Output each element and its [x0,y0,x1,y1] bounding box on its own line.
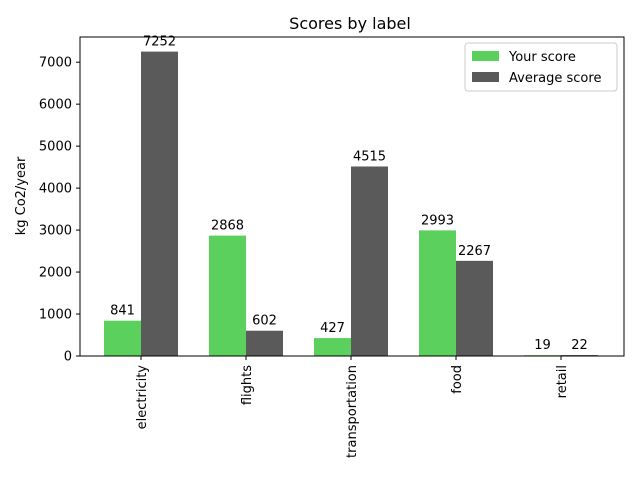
y-tick-label-5000: 5000 [39,140,72,155]
bar-transportation-average [351,166,388,356]
y-tick-label-6000: 6000 [39,98,72,113]
data-label-retail-average: 22 [571,338,588,353]
y-tick-label-2000: 2000 [39,266,72,281]
bar-electricity-your [104,320,141,356]
bar-food-average [456,260,493,356]
legend-label-your-score: Your score [508,50,576,65]
legend-label-average-score: Average score [509,71,601,86]
y-axis: 0 1000 2000 3000 4000 5000 6000 7000 [39,56,80,365]
data-label-food-your: 2993 [421,213,454,228]
data-label-flights-your: 2868 [211,219,244,234]
x-tick-label-electricity: electricity [135,365,150,430]
data-label-transportation-your: 427 [320,321,345,336]
y-tick-label-7000: 7000 [39,56,72,71]
y-tick-label-1000: 1000 [39,308,72,323]
y-tick-label-3000: 3000 [39,224,72,239]
legend-swatch-average-score [472,72,499,82]
x-tick-label-flights: flights [240,365,255,405]
x-tick-label-retail: retail [555,365,570,398]
plot-frame [79,36,625,357]
data-label-food-average: 2267 [458,244,491,259]
legend-swatch-your-score [472,51,499,61]
data-label-transportation-average: 4515 [353,149,386,164]
y-tick-label-4000: 4000 [39,182,72,197]
bar-flights-average [246,330,283,356]
x-axis: electricity flights transportation food reta… [135,356,570,458]
data-labels-group: 841 7252 2868 602 427 4515 2993 2267 19 22 [110,35,588,354]
bar-flights-your [209,235,246,356]
bar-transportation-your [314,338,351,356]
y-tick-label-0: 0 [64,350,72,365]
data-label-retail-your: 19 [534,338,551,353]
y-axis-label: kg Co2/year [14,156,29,235]
x-tick-label-food: food [450,365,465,394]
bar-food-your [419,230,456,356]
bars-group [104,51,598,356]
legend-box [464,42,618,92]
legend: Your score Average score [464,42,618,92]
data-label-electricity-average: 7252 [143,35,176,50]
x-tick-label-transportation: transportation [345,365,360,458]
data-label-electricity-your: 841 [110,304,135,319]
data-label-flights-average: 602 [252,314,277,329]
bar-electricity-average [141,51,178,356]
chart-title: Scores by label [289,14,411,33]
